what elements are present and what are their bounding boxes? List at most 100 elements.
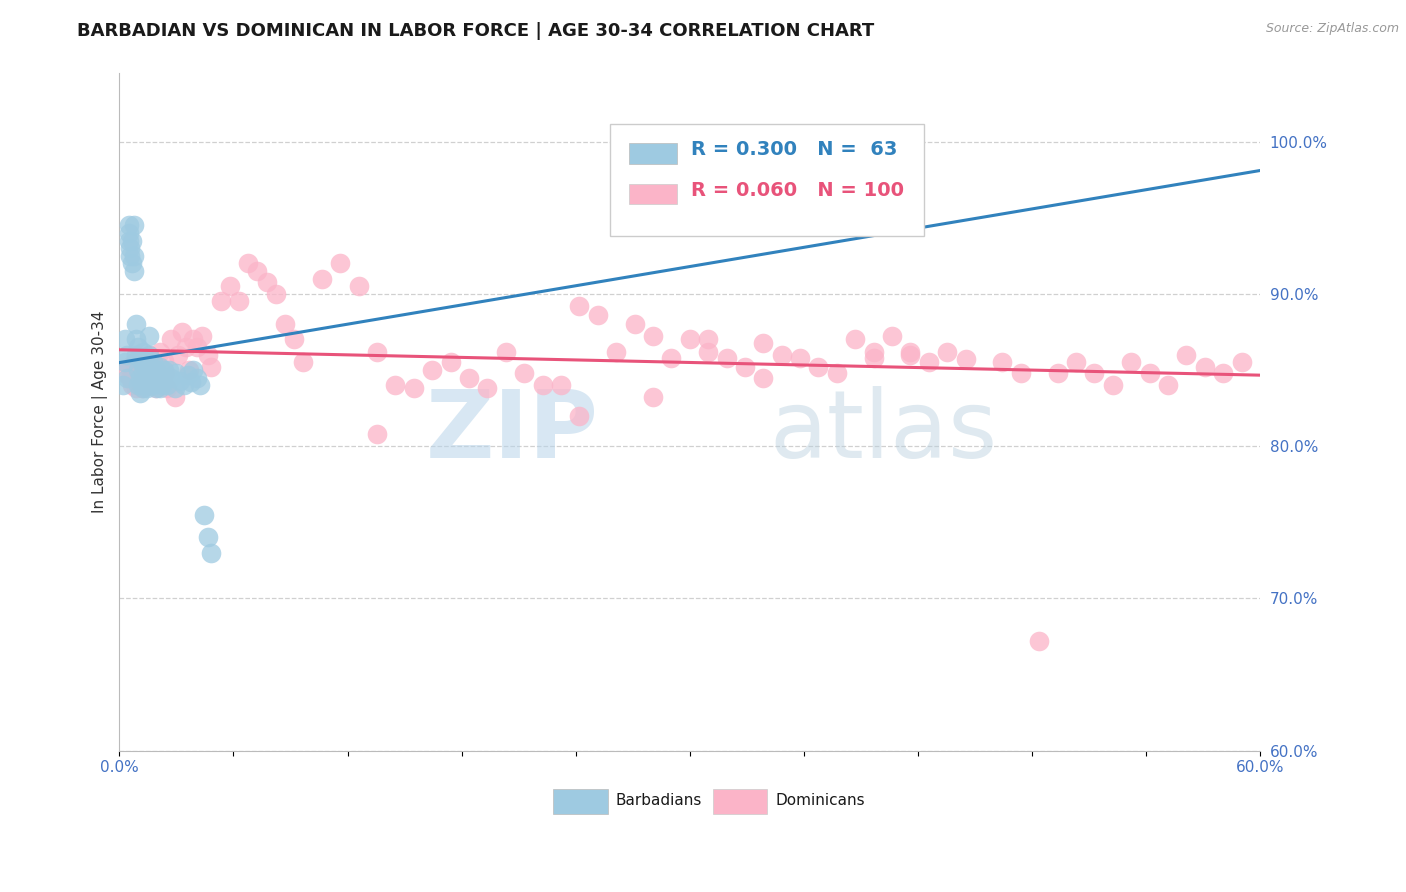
Point [1064,355,1087,369]
Point [366,426,388,441]
Point [900,348,922,362]
Point [134,359,156,374]
Point [170,325,193,339]
FancyBboxPatch shape [630,144,678,164]
Point [256,275,278,289]
Point [568,299,591,313]
Point [143,375,166,389]
Point [179,363,201,377]
Point [1194,359,1216,374]
Point [936,344,959,359]
Point [132,381,155,395]
Point [167,348,190,362]
Point [120,241,142,255]
Point [623,318,645,332]
Point [191,329,214,343]
Point [128,385,150,400]
Point [1230,355,1253,369]
Point [114,366,136,380]
Point [136,381,159,395]
Point [197,348,219,362]
Point [770,348,793,362]
Point [173,378,195,392]
Point [550,378,572,392]
Point [122,264,145,278]
Y-axis label: In Labor Force | Age 30-34: In Labor Force | Age 30-34 [93,310,108,513]
Point [115,370,138,384]
Point [138,348,160,362]
Point [149,359,172,374]
Point [513,366,536,380]
Point [176,368,198,382]
Point [125,318,148,332]
Point [264,286,287,301]
Point [366,344,388,359]
Point [125,348,148,362]
Point [789,351,811,365]
Point [1175,348,1198,362]
Point [125,381,148,395]
Point [1157,378,1180,392]
Point [605,344,627,359]
Text: Barbadians: Barbadians [616,793,702,808]
Point [807,359,830,374]
Point [420,363,443,377]
Point [329,256,352,270]
Point [246,264,269,278]
Point [734,359,756,374]
Point [169,374,191,388]
Point [117,234,139,248]
Point [166,366,188,380]
Point [918,355,941,369]
Point [131,355,153,369]
Point [218,279,240,293]
Point [150,378,173,392]
Text: R = 0.060   N = 100: R = 0.060 N = 100 [690,181,904,200]
Point [142,366,165,380]
Point [586,308,609,322]
Point [1046,366,1069,380]
Point [181,363,204,377]
Point [131,378,153,392]
Point [825,366,848,380]
Point [1010,366,1032,380]
FancyBboxPatch shape [630,184,678,204]
Point [752,335,775,350]
Point [121,256,143,270]
Point [1028,634,1050,648]
Point [568,409,591,423]
Point [384,378,406,392]
Point [117,359,139,374]
Point [228,294,250,309]
Point [160,333,183,347]
Point [209,294,232,309]
Point [311,271,333,285]
Text: Dominicans: Dominicans [775,793,865,808]
Point [180,375,202,389]
Point [138,329,160,343]
Point [121,234,143,248]
Point [131,381,153,395]
Point [122,249,145,263]
Point [134,378,156,392]
Point [292,355,315,369]
Point [641,329,664,343]
Text: Source: ZipAtlas.com: Source: ZipAtlas.com [1265,22,1399,36]
Point [862,351,884,365]
FancyBboxPatch shape [610,124,924,235]
Point [132,370,155,384]
Point [679,333,702,347]
Point [138,348,160,362]
Point [122,219,145,233]
Point [122,355,145,369]
Point [127,363,149,377]
Point [283,333,305,347]
Point [114,333,136,347]
Point [136,378,159,392]
Point [458,370,481,384]
Point [716,351,738,365]
Point [163,390,186,404]
Point [659,351,682,365]
Point [274,318,297,332]
Point [143,370,166,384]
